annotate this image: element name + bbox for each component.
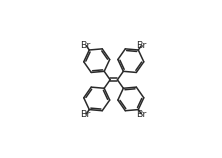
Text: Br: Br: [137, 40, 147, 49]
Text: Br: Br: [137, 110, 147, 119]
Text: Br: Br: [81, 110, 91, 119]
Text: Br: Br: [81, 40, 91, 49]
